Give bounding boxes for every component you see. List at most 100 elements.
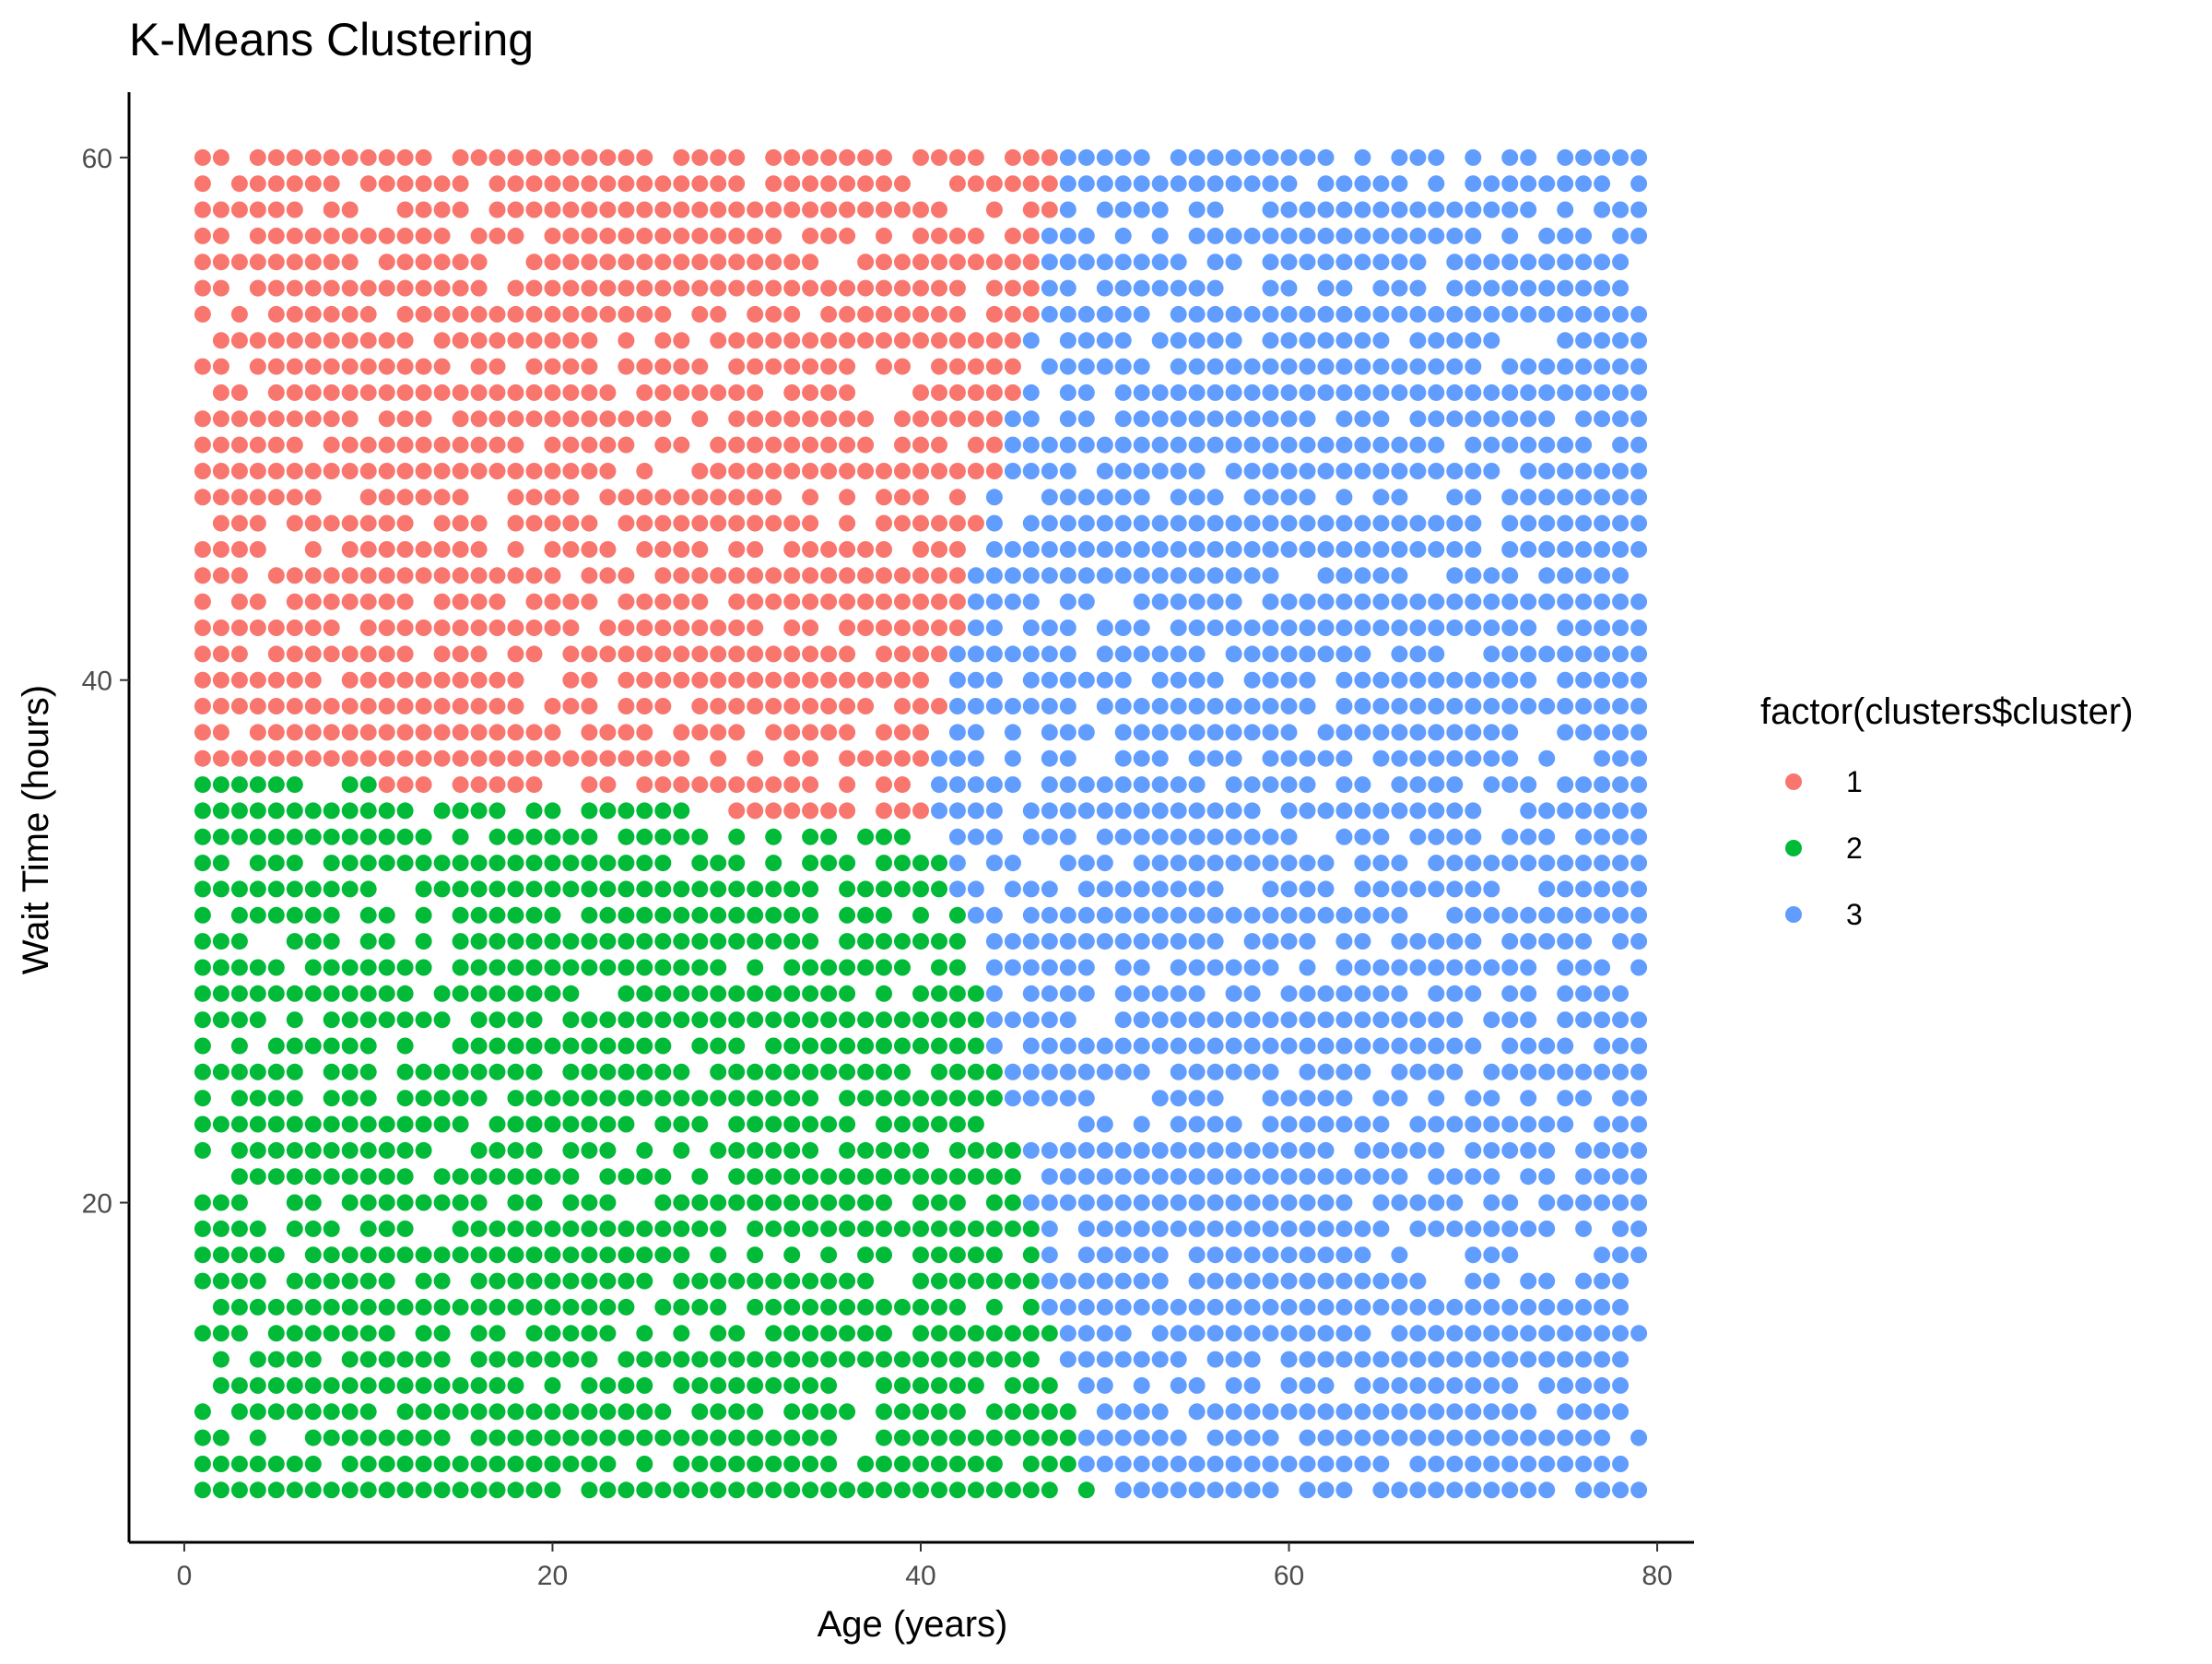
data-point-cluster-3 (1391, 906, 1408, 924)
data-point-cluster-1 (212, 724, 229, 741)
data-point-cluster-2 (876, 1115, 892, 1133)
data-point-cluster-3 (1630, 880, 1648, 898)
data-point-cluster-3 (1004, 880, 1021, 898)
data-point-cluster-1 (544, 227, 561, 244)
data-point-cluster-3 (1206, 384, 1224, 401)
data-point-cluster-3 (1243, 1194, 1261, 1211)
data-point-cluster-3 (1501, 959, 1519, 976)
data-point-cluster-2 (562, 1429, 580, 1446)
data-point-cluster-2 (931, 1063, 947, 1080)
data-point-cluster-1 (912, 645, 929, 663)
data-point-cluster-2 (359, 1272, 377, 1290)
data-point-cluster-3 (1133, 645, 1150, 663)
data-point-cluster-3 (1022, 463, 1040, 479)
data-point-cluster-2 (710, 855, 727, 872)
data-point-cluster-3 (1428, 148, 1445, 166)
data-point-cluster-3 (1114, 384, 1132, 401)
data-point-cluster-2 (1022, 1376, 1040, 1394)
data-point-cluster-2 (1004, 1376, 1021, 1394)
data-point-cluster-1 (1022, 305, 1040, 323)
data-point-cluster-2 (931, 1090, 947, 1107)
data-point-cluster-3 (1354, 906, 1371, 924)
data-point-cluster-3 (1575, 384, 1593, 401)
data-point-cluster-2 (562, 1011, 580, 1029)
data-point-cluster-3 (1280, 1168, 1298, 1186)
data-point-cluster-3 (1206, 671, 1224, 689)
data-point-cluster-3 (1575, 828, 1593, 845)
data-point-cluster-3 (1243, 384, 1261, 401)
data-point-cluster-2 (194, 959, 211, 976)
data-point-cluster-3 (1465, 855, 1482, 872)
data-point-cluster-2 (378, 1298, 395, 1316)
data-point-cluster-1 (673, 776, 690, 794)
data-point-cluster-3 (1299, 985, 1316, 1002)
data-point-cluster-2 (765, 828, 782, 845)
data-point-cluster-1 (691, 384, 709, 401)
data-point-cluster-1 (839, 305, 856, 323)
data-point-cluster-3 (1022, 1037, 1040, 1055)
data-point-cluster-3 (1133, 828, 1150, 845)
data-point-cluster-1 (249, 724, 266, 741)
data-point-cluster-1 (341, 305, 359, 323)
data-point-cluster-1 (525, 463, 543, 479)
data-point-cluster-2 (230, 802, 248, 820)
data-point-cluster-3 (1483, 1272, 1500, 1290)
data-point-cluster-3 (1151, 1037, 1169, 1055)
data-point-cluster-1 (433, 620, 451, 636)
data-point-cluster-2 (912, 933, 929, 950)
data-point-cluster-3 (1022, 384, 1040, 401)
data-point-cluster-3 (1299, 332, 1316, 349)
data-point-cluster-1 (765, 175, 782, 193)
data-point-cluster-3 (1354, 227, 1371, 244)
data-point-cluster-3 (1041, 1298, 1058, 1316)
data-point-cluster-3 (1299, 1011, 1316, 1029)
data-point-cluster-2 (304, 1194, 322, 1211)
data-point-cluster-3 (1594, 541, 1611, 558)
data-point-cluster-3 (1575, 227, 1593, 244)
data-point-cluster-2 (230, 959, 248, 976)
data-point-cluster-3 (1538, 749, 1556, 767)
data-point-cluster-3 (1409, 749, 1427, 767)
data-point-cluster-1 (525, 358, 543, 375)
data-point-cluster-1 (415, 724, 432, 741)
data-point-cluster-3 (1059, 749, 1077, 767)
data-point-cluster-1 (876, 332, 892, 349)
data-point-cluster-1 (581, 514, 598, 532)
data-point-cluster-3 (1335, 593, 1353, 610)
data-point-cluster-3 (948, 698, 966, 714)
data-point-cluster-2 (820, 1272, 838, 1290)
data-point-cluster-3 (1630, 749, 1648, 767)
data-point-cluster-3 (985, 645, 1003, 663)
data-point-cluster-3 (1428, 1141, 1445, 1159)
data-point-cluster-1 (359, 175, 377, 193)
data-point-cluster-1 (433, 541, 451, 558)
data-point-cluster-3 (1354, 541, 1371, 558)
data-point-cluster-1 (470, 332, 488, 349)
data-point-cluster-1 (839, 671, 856, 689)
data-point-cluster-1 (747, 463, 764, 479)
data-point-cluster-2 (636, 1376, 653, 1394)
data-point-cluster-2 (304, 959, 322, 976)
data-point-cluster-2 (286, 1403, 303, 1421)
data-point-cluster-2 (488, 985, 506, 1002)
data-point-cluster-2 (912, 1325, 929, 1342)
data-point-cluster-1 (194, 541, 211, 558)
data-point-cluster-1 (433, 254, 451, 271)
data-point-cluster-1 (820, 436, 838, 454)
data-point-cluster-3 (1059, 1351, 1077, 1368)
data-point-cluster-2 (747, 1376, 764, 1394)
data-point-cluster-3 (1612, 1298, 1630, 1316)
data-point-cluster-2 (267, 1246, 285, 1264)
data-point-cluster-3 (1428, 1376, 1445, 1394)
data-point-cluster-2 (581, 906, 598, 924)
data-point-cluster-1 (212, 671, 229, 689)
data-point-cluster-3 (1391, 776, 1408, 794)
data-point-cluster-1 (581, 593, 598, 610)
data-point-cluster-3 (1114, 1141, 1132, 1159)
data-point-cluster-1 (286, 436, 303, 454)
data-point-cluster-2 (286, 1090, 303, 1107)
data-point-cluster-1 (673, 671, 690, 689)
data-point-cluster-1 (820, 148, 838, 166)
data-point-cluster-2 (857, 1456, 875, 1472)
data-point-cluster-3 (1170, 1011, 1187, 1029)
